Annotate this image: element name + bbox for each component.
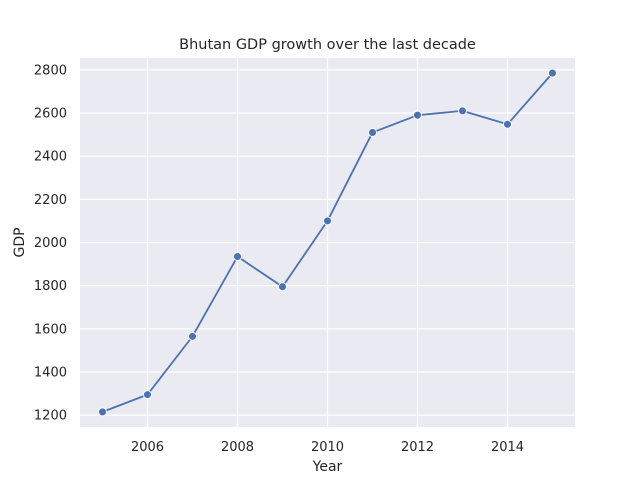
x-tick-label: 2012: [401, 440, 434, 455]
y-tick-label: 2200: [34, 193, 67, 208]
data-point: [188, 331, 197, 341]
data-point: [278, 282, 287, 292]
y-axis-label: GDP: [12, 227, 28, 257]
data-point: [368, 127, 377, 137]
data-point: [323, 216, 332, 226]
y-tick-labels: 1200 1400 1600 1800 2000 2200 2400 2600 2800: [34, 63, 67, 423]
data-point: [143, 390, 152, 400]
data-point: [548, 68, 557, 78]
x-axis-label: Year: [312, 459, 343, 475]
x-tick-labels: 2006 2008 2010 2012 2014: [131, 440, 524, 455]
y-tick-label: 2000: [34, 236, 67, 251]
y-tick-label: 1800: [34, 279, 67, 294]
data-point: [503, 119, 512, 129]
x-tick-label: 2008: [221, 440, 254, 455]
data-point: [233, 252, 242, 261]
data-point: [458, 106, 467, 116]
y-tick-label: 2600: [34, 107, 67, 122]
y-tick-label: 2800: [34, 63, 67, 78]
x-tick-label: 2014: [491, 440, 524, 455]
data-point: [98, 407, 107, 417]
y-tick-label: 1400: [34, 365, 67, 380]
chart-title: Bhutan GDP growth over the last decade: [179, 37, 476, 53]
x-tick-label: 2010: [311, 440, 344, 455]
y-tick-label: 1200: [34, 409, 67, 424]
x-tick-label: 2006: [131, 440, 164, 455]
grid: [80, 58, 575, 427]
y-tick-label: 2400: [34, 150, 67, 165]
y-tick-label: 1600: [34, 322, 67, 337]
series-group: [98, 68, 557, 417]
data-point: [413, 110, 422, 120]
